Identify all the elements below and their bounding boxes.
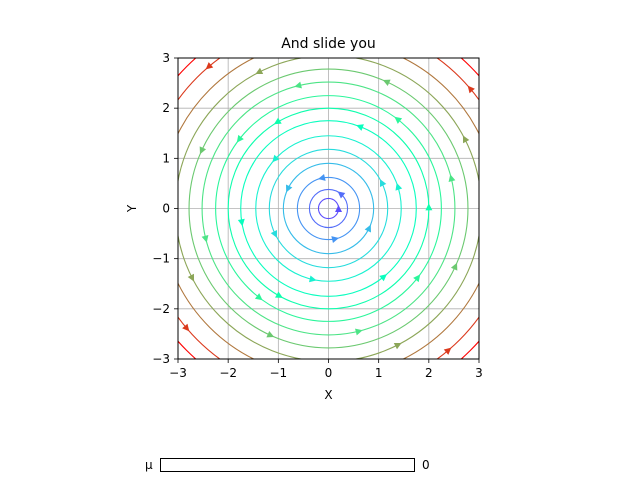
stream-arrow bbox=[182, 323, 190, 332]
streamline bbox=[255, 135, 402, 282]
y-tick-label: −1 bbox=[152, 252, 170, 266]
stream-arrow bbox=[413, 274, 421, 283]
stream-arrow bbox=[236, 134, 244, 143]
stream-arrow bbox=[266, 330, 275, 338]
x-tick-label: 2 bbox=[425, 366, 433, 380]
stream-arrow bbox=[337, 191, 346, 199]
x-tick-label: 0 bbox=[325, 366, 333, 380]
stream-arrow bbox=[294, 81, 302, 89]
y-axis-label: Y bbox=[125, 204, 139, 213]
stream-arrow bbox=[379, 274, 387, 282]
stream-arrow bbox=[201, 235, 209, 243]
x-tick-label: 1 bbox=[375, 366, 383, 380]
y-tick-label: 2 bbox=[162, 101, 170, 115]
stream-arrow bbox=[462, 135, 470, 144]
stream-arrow bbox=[382, 79, 391, 87]
y-tick-label: −2 bbox=[152, 302, 170, 316]
streamline bbox=[282, 162, 375, 255]
streamline bbox=[188, 68, 469, 349]
streamlines bbox=[178, 58, 479, 359]
y-tick-label: −3 bbox=[152, 352, 170, 366]
stream-arrow bbox=[270, 230, 278, 238]
stream-arrow bbox=[393, 342, 402, 350]
stream-arrow bbox=[237, 218, 245, 227]
stream-arrow bbox=[318, 174, 326, 181]
y-tick-label: 3 bbox=[162, 51, 170, 65]
stream-arrow bbox=[199, 146, 207, 155]
stream-arrow bbox=[205, 62, 214, 70]
stream-arrow bbox=[425, 203, 433, 211]
stream-arrow bbox=[443, 347, 452, 355]
stream-arrow bbox=[395, 182, 403, 191]
streamline bbox=[201, 81, 456, 336]
stream-arrows bbox=[182, 62, 475, 355]
x-tick-label: −3 bbox=[169, 366, 187, 380]
chart-title: And slide you bbox=[281, 36, 376, 52]
streamline bbox=[296, 176, 361, 241]
x-ticks: −3 −2 −1 0 1 2 3 bbox=[169, 359, 483, 380]
stream-arrow bbox=[467, 85, 475, 94]
stream-arrow bbox=[255, 67, 264, 75]
y-ticks: −3 −2 −1 0 1 2 3 bbox=[152, 51, 178, 366]
stream-arrow bbox=[254, 293, 263, 301]
stream-arrow bbox=[379, 179, 387, 187]
stream-arrow bbox=[309, 275, 317, 283]
stream-arrow bbox=[286, 184, 293, 193]
streamline bbox=[215, 95, 442, 322]
x-axis-label: X bbox=[324, 388, 332, 402]
stream-arrow bbox=[272, 154, 280, 163]
slider-label: μ bbox=[145, 458, 153, 472]
stream-arrow bbox=[331, 236, 339, 243]
mu-slider-widget: μ 0 bbox=[0, 452, 640, 480]
streamline bbox=[308, 188, 349, 229]
mu-slider[interactable] bbox=[160, 458, 415, 472]
streamline bbox=[268, 148, 389, 269]
streamline bbox=[240, 120, 417, 297]
x-tick-label: 3 bbox=[475, 366, 483, 380]
stream-arrow bbox=[187, 273, 195, 282]
y-tick-label: 0 bbox=[162, 202, 170, 216]
stream-arrow bbox=[273, 117, 282, 125]
stream-arrow bbox=[275, 291, 283, 298]
stream-arrow bbox=[394, 116, 403, 124]
stream-arrow bbox=[450, 262, 458, 271]
slider-value: 0 bbox=[422, 458, 430, 472]
stream-arrow bbox=[355, 328, 363, 336]
stream-arrow bbox=[356, 124, 364, 131]
y-tick-label: 1 bbox=[162, 151, 170, 165]
stream-arrow bbox=[335, 205, 343, 212]
stream-arrow bbox=[448, 174, 456, 182]
x-tick-label: −2 bbox=[219, 366, 237, 380]
stream-arrow bbox=[364, 224, 371, 233]
x-tick-label: −1 bbox=[269, 366, 287, 380]
